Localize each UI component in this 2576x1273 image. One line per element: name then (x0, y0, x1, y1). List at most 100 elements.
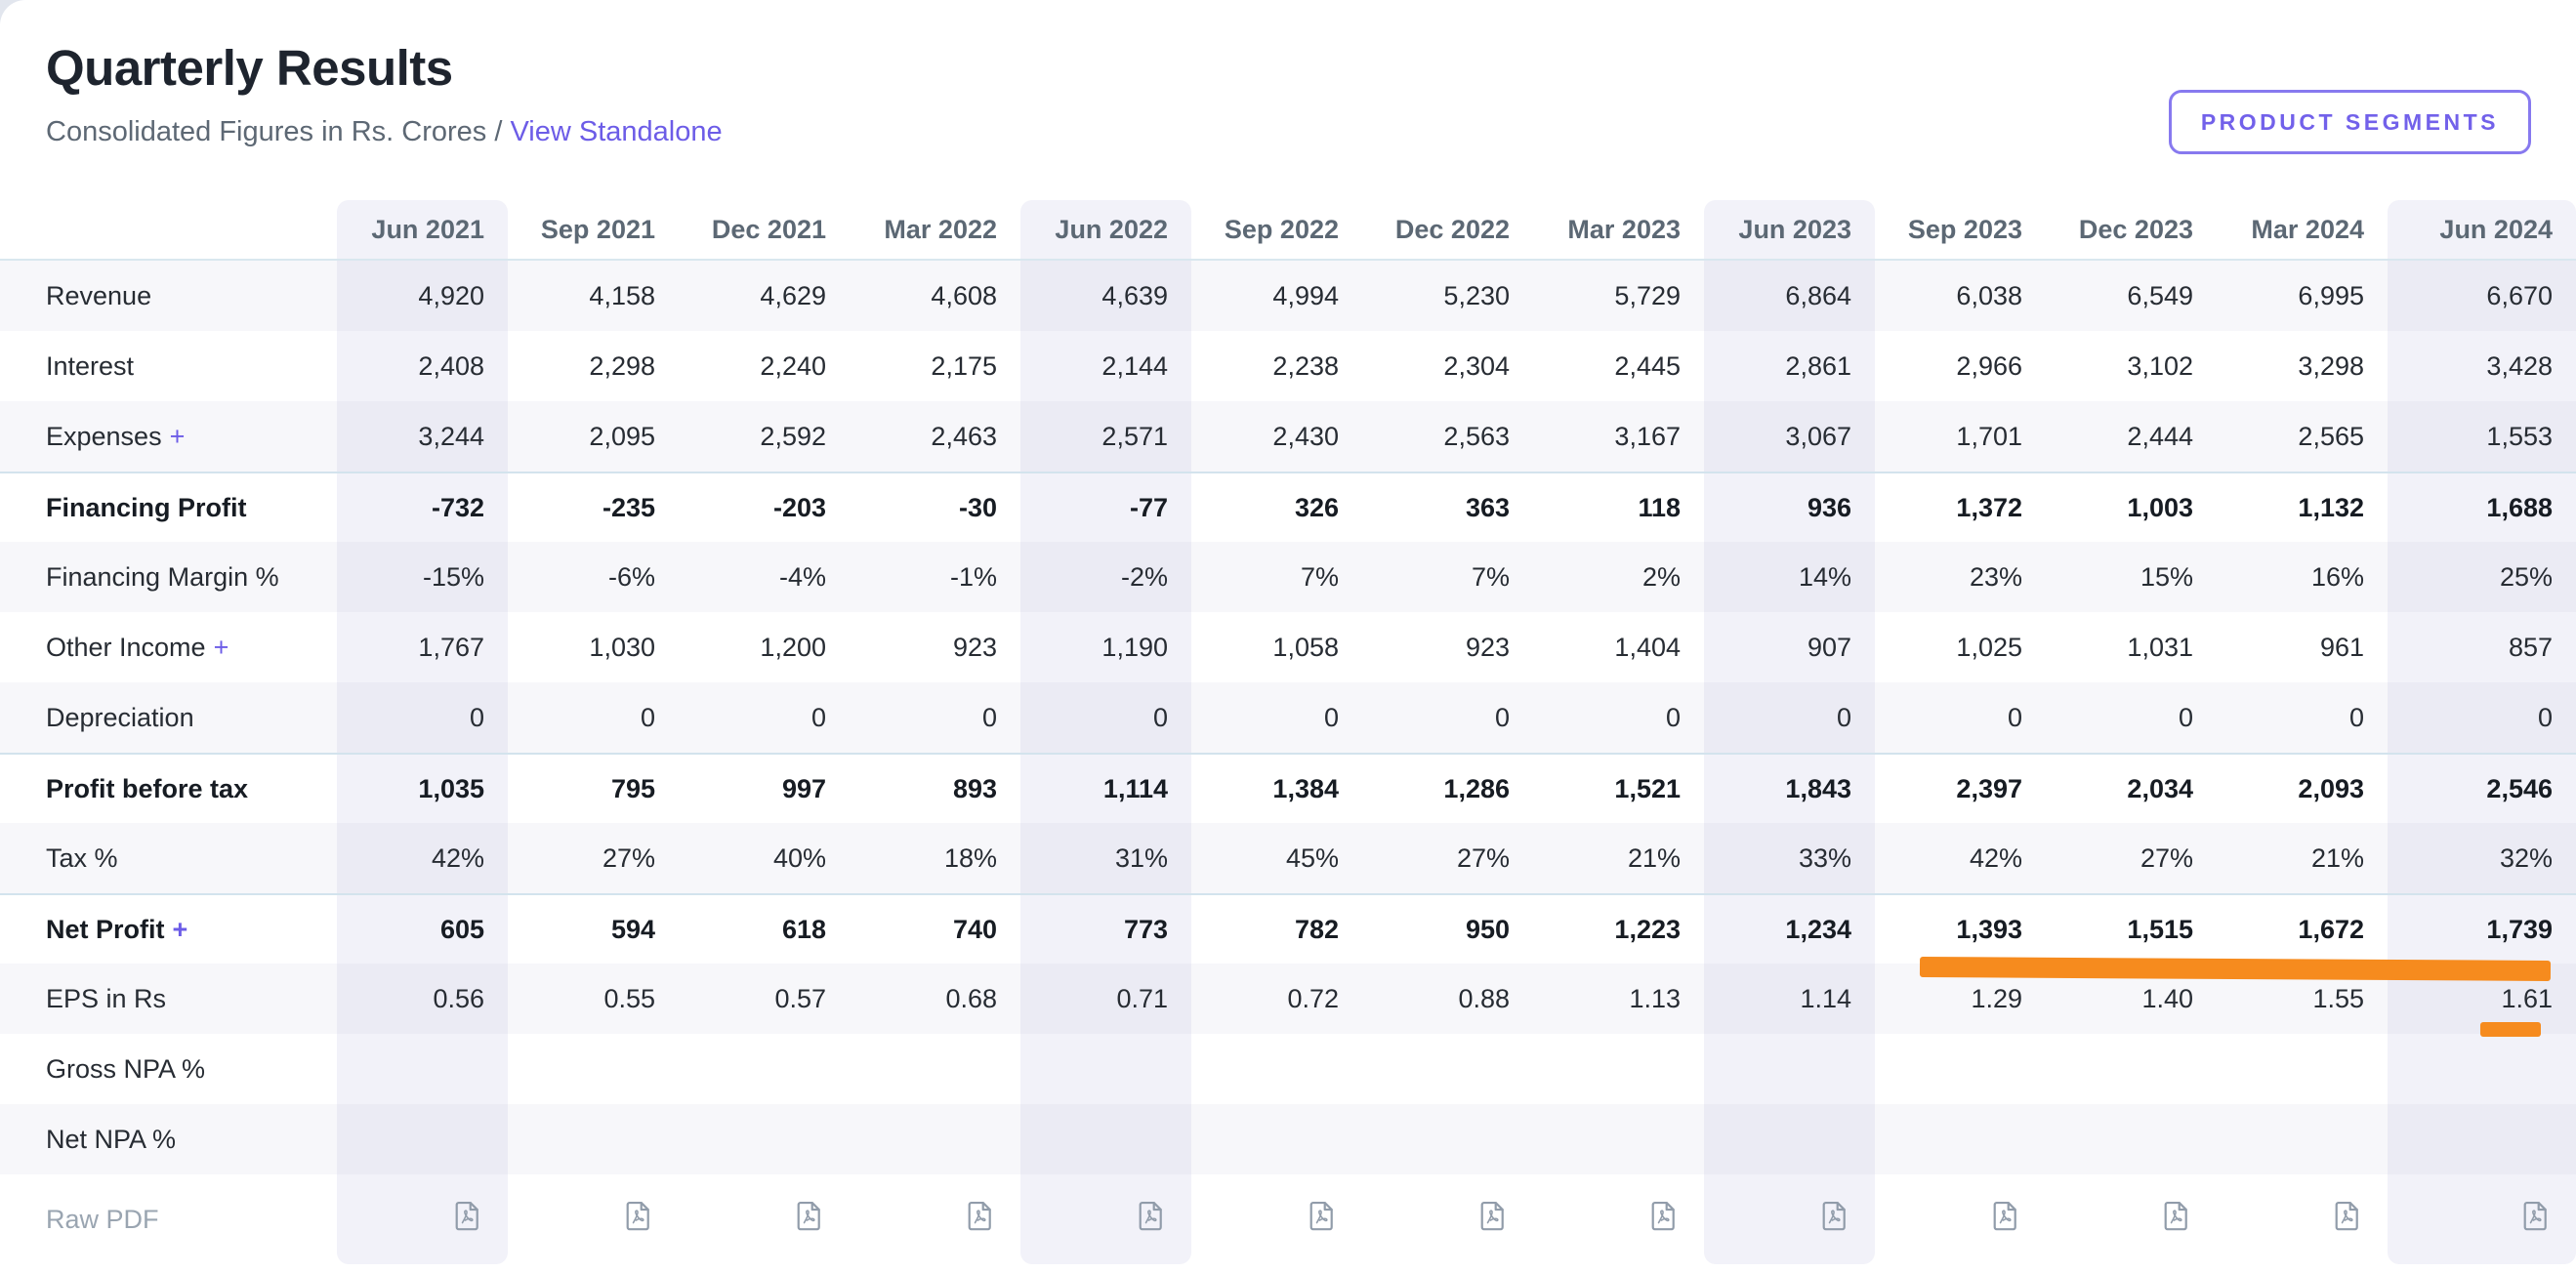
table-cell: -15% (337, 542, 508, 612)
table-cell: 0.71 (1020, 964, 1191, 1034)
table-cell: 950 (1362, 893, 1533, 964)
pdf-icon[interactable] (963, 1199, 997, 1233)
table-cell (337, 1104, 508, 1174)
expand-row-button[interactable]: + (172, 914, 188, 944)
table-cell: 42% (337, 823, 508, 893)
table-cell: 3,244 (337, 401, 508, 472)
pdf-icon[interactable] (1134, 1199, 1168, 1233)
table-body: Revenue 4,920 4,158 4,629 4,608 4,639 4,994 5,2… (0, 261, 2576, 1264)
pdf-icon[interactable] (1988, 1199, 2022, 1233)
page-title: Quarterly Results (46, 40, 453, 96)
row-label-text: Other Income (46, 632, 206, 662)
table-cell: 25% (2388, 542, 2576, 612)
column-header: Sep 2021 (508, 200, 679, 261)
product-segments-button[interactable]: PRODUCT SEGMENTS (2168, 90, 2531, 154)
pdf-icon[interactable] (621, 1199, 655, 1233)
table-cell: 32% (2388, 823, 2576, 893)
table-row: Financing Profit -732 -235 -203 -30 -77 326 363… (0, 472, 2576, 542)
table-cell: 0.56 (337, 964, 508, 1034)
table-cell: 1,404 (1614, 632, 1681, 662)
pdf-cell (1533, 1174, 1704, 1264)
table-cell: 594 (508, 893, 679, 964)
table-cell: 0 (2388, 682, 2576, 753)
table-cell (1362, 1034, 1533, 1104)
column-header: Mar 2023 (1533, 200, 1704, 261)
table-cell (2388, 1104, 2576, 1174)
table-cell: 0.57 (679, 964, 850, 1034)
pdf-icon[interactable] (2330, 1199, 2364, 1233)
row-label: Financing Margin % (0, 542, 337, 612)
table-cell: 1,223 (1533, 893, 1704, 964)
view-standalone-link[interactable]: View Standalone (510, 116, 723, 147)
table-cell: 6,995 (2217, 261, 2388, 331)
row-label-text: Raw PDF (46, 1204, 159, 1234)
table-cell (679, 1034, 850, 1104)
table-cell: 605 (337, 893, 508, 964)
table-cell: 15% (2046, 542, 2217, 612)
table-row: Tax % 42% 27% 40% 18% 31% 45% 27% 21% 33% 42% 27% 21… (0, 823, 2576, 893)
table-cell: 0 (508, 682, 679, 753)
table-cell: 1,025 (1956, 632, 2022, 662)
table-cell: 2,093 (2217, 753, 2388, 823)
pdf-icon[interactable] (1305, 1199, 1339, 1233)
table-cell: 5,230 (1362, 261, 1533, 331)
pdf-cell (2046, 1174, 2217, 1264)
table-cell: 782 (1191, 893, 1362, 964)
table-cell: 4,639 (1020, 261, 1191, 331)
table-cell: 0.68 (850, 964, 1020, 1034)
table-cell: 6,549 (2046, 261, 2217, 331)
expand-row-button[interactable]: + (169, 421, 186, 451)
row-label: Interest (0, 331, 337, 401)
table-cell: 23% (1875, 542, 2046, 612)
table-cell: 1,286 (1362, 753, 1533, 823)
table-cell: 0 (679, 682, 850, 753)
table-row: Financing Margin % -15% -6% -4% -1% -2% 7% 7% 2%… (0, 542, 2576, 612)
expand-row-button[interactable]: + (213, 632, 229, 662)
table-header-row: Jun 2021 Sep 2021 Dec 2021 Mar 2022 Jun 2022… (0, 200, 2576, 261)
table-cell: 27% (2046, 823, 2217, 893)
pdf-icon[interactable] (450, 1199, 484, 1233)
table-cell: 923 (1465, 632, 1510, 662)
table-cell: 4,629 (679, 261, 850, 331)
pdf-icon[interactable] (1817, 1199, 1851, 1233)
row-label-text: Net Profit (46, 914, 165, 944)
row-label-text: Gross NPA % (46, 1053, 206, 1084)
pdf-cell (850, 1174, 1020, 1264)
table-cell: 0 (1875, 682, 2046, 753)
table-cell (1704, 1034, 1875, 1104)
table-cell: 4,994 (1191, 261, 1362, 331)
pdf-icon[interactable] (792, 1199, 826, 1233)
column-header: Jun 2024 (2388, 200, 2576, 261)
table-cell (1533, 1034, 1704, 1104)
table-cell: 0 (1020, 682, 1191, 753)
table-cell (1191, 1034, 1362, 1104)
table-cell: 1,003 (2046, 472, 2217, 542)
table-cell (2046, 1034, 2217, 1104)
table-row: Net NPA % (0, 1104, 2576, 1174)
pdf-cell (1875, 1174, 2046, 1264)
table-cell: 795 (508, 753, 679, 823)
table-cell: 118 (1533, 472, 1704, 542)
table-row: Raw PDF (0, 1174, 2576, 1264)
table-cell (1875, 1034, 2046, 1104)
pdf-icon[interactable] (2159, 1199, 2193, 1233)
table-cell: 6,864 (1704, 261, 1875, 331)
table-cell: 1,114 (1020, 753, 1191, 823)
table-cell: 907 (1704, 612, 1875, 682)
table-cell: 1.55 (2217, 964, 2388, 1034)
pdf-icon[interactable] (1475, 1199, 1510, 1233)
table-cell: 2,430 (1191, 401, 1362, 472)
table-cell: 1,200 (760, 632, 826, 662)
pdf-icon[interactable] (2518, 1199, 2553, 1233)
table-cell: 1,030 (589, 632, 655, 662)
row-label-text: Financing Profit (46, 492, 247, 522)
table-cell: -2% (1020, 542, 1191, 612)
table-cell: 893 (850, 753, 1020, 823)
table-cell: 45% (1191, 823, 1362, 893)
table-cell: 2,565 (2217, 401, 2388, 472)
row-label: Raw PDF (0, 1174, 337, 1264)
pdf-icon[interactable] (1646, 1199, 1681, 1233)
table-cell (2217, 1104, 2388, 1174)
table-cell: 2,861 (1704, 331, 1875, 401)
table-cell: 2,571 (1020, 401, 1191, 472)
